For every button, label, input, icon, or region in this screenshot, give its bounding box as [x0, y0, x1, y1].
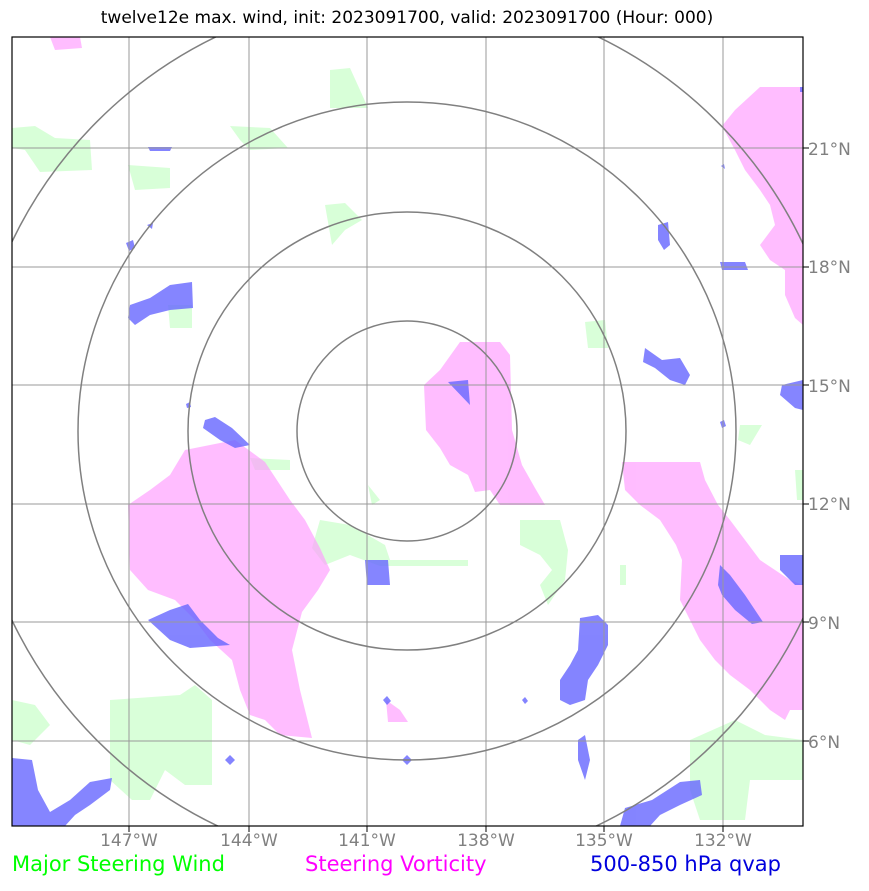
wind-patch — [368, 485, 380, 505]
lon-label: 138°W — [457, 831, 515, 851]
qvap-patch — [620, 780, 702, 826]
qvap-patch — [128, 282, 193, 325]
qvap-patch — [780, 380, 803, 410]
wind-patch — [128, 165, 170, 190]
qvap-patch — [578, 735, 590, 780]
qvap-patch — [718, 565, 763, 624]
wind-patch — [230, 126, 288, 150]
qvap-patch — [522, 697, 528, 704]
lat-label: 15°N — [808, 377, 851, 397]
wind-patch — [795, 470, 803, 500]
lat-lon-gridlines — [12, 37, 803, 826]
wind-patch — [12, 700, 50, 745]
qvap-patch — [560, 615, 608, 705]
qvap-patch — [780, 555, 803, 585]
qvap-patch — [448, 380, 470, 405]
qvap-patch — [12, 758, 112, 826]
wind-patch — [325, 203, 362, 245]
legend-qvap: 500-850 hPa qvap — [590, 852, 781, 876]
map-frame — [11, 36, 804, 827]
lon-label: 135°W — [575, 831, 633, 851]
range-ring — [187, 211, 627, 651]
lat-label: 6°N — [808, 733, 840, 753]
vorticity-patch — [128, 440, 330, 738]
vorticity-patch — [386, 700, 408, 722]
qvap-patch — [148, 604, 230, 648]
steering-wind-layer — [12, 68, 803, 820]
qvap-patch — [365, 560, 390, 585]
wind-patch — [520, 520, 568, 605]
lon-label: 141°W — [338, 831, 396, 851]
range-rings — [12, 37, 803, 826]
wind-patch — [620, 565, 626, 585]
wind-patch — [312, 520, 468, 566]
wind-patch — [110, 685, 212, 800]
wind-patch — [738, 425, 762, 445]
vorticity-patch — [622, 462, 803, 720]
lon-label: 147°W — [100, 831, 158, 851]
lat-label: 12°N — [808, 495, 851, 515]
lat-label: 21°N — [808, 140, 851, 160]
lat-label: 18°N — [808, 258, 851, 278]
legend-steering-vorticity: Steering Vorticity — [305, 852, 487, 876]
legend-steering-wind: Major Steering Wind — [12, 852, 225, 876]
qvap-patch — [643, 348, 690, 385]
latitude-labels: 21°N 18°N 15°N 12°N 9°N 6°N — [808, 140, 851, 753]
qvap-patch — [383, 696, 391, 705]
wind-patch — [330, 68, 368, 108]
lat-label: 9°N — [808, 614, 840, 634]
qvap-patch — [225, 755, 235, 765]
figure-title: twelve12e max. wind, init: 2023091700, v… — [100, 8, 714, 28]
qvap-patch — [203, 417, 250, 448]
range-ring — [77, 101, 737, 761]
lon-label: 144°W — [220, 831, 278, 851]
range-ring — [296, 320, 518, 542]
wind-patch — [585, 320, 608, 348]
qvap-patch — [800, 87, 803, 92]
vorticity-patch — [722, 87, 803, 325]
axis-ticks — [128, 147, 809, 832]
wind-patch — [168, 305, 192, 328]
qvap-patch — [720, 262, 748, 270]
vorticity-patch — [50, 37, 82, 50]
longitude-labels: 147°W 144°W 141°W 138°W 135°W 132°W — [100, 831, 752, 851]
qvap-layer — [12, 87, 803, 826]
wind-patch — [690, 720, 803, 820]
wind-patch — [12, 126, 92, 172]
lon-label: 132°W — [694, 831, 752, 851]
